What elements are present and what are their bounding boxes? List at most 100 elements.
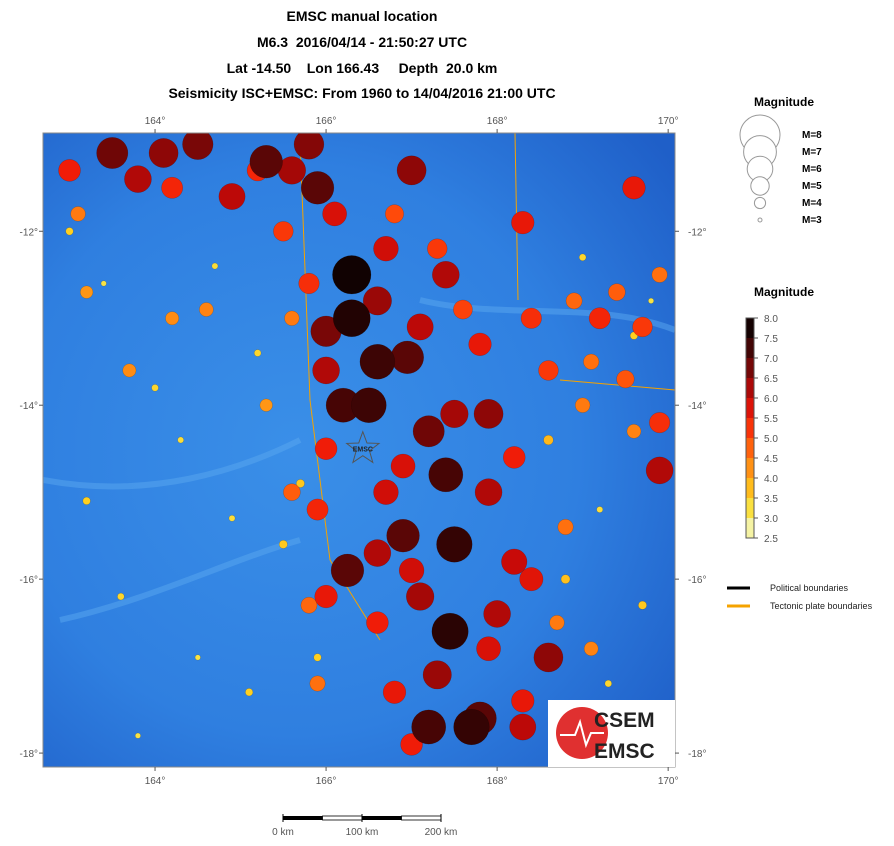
event — [100, 280, 107, 287]
event — [608, 283, 626, 301]
location-line: Lat -14.50 Lon 166.43 Depth 20.0 km — [227, 60, 498, 76]
event — [386, 519, 420, 553]
color-tick-label: 4.0 — [764, 474, 778, 485]
event — [278, 539, 288, 549]
event — [427, 238, 448, 259]
color-tick-label: 5.5 — [764, 414, 778, 425]
event — [300, 171, 335, 205]
lon-label-bottom: 164° — [145, 776, 166, 787]
event — [432, 260, 460, 289]
event — [322, 201, 347, 227]
event — [390, 453, 416, 479]
event — [245, 688, 254, 697]
event — [411, 709, 447, 745]
lon-label-bottom: 168° — [487, 776, 508, 787]
logo-top: CSEM — [594, 709, 655, 732]
boundary-legend: Political boundaries Tectonic plate bound… — [727, 583, 873, 611]
event — [651, 266, 668, 283]
lat-label-left: -18° — [20, 749, 38, 760]
color-tick-label: 8.0 — [764, 314, 778, 325]
scale-label: 200 km — [425, 827, 458, 838]
size-label: M=3 — [802, 215, 822, 226]
event — [622, 176, 646, 200]
scale-label: 100 km — [346, 827, 379, 838]
event — [645, 456, 674, 485]
color-band — [746, 518, 754, 538]
color-band — [746, 478, 754, 498]
frame-ticks: 164° 164° 166° 166° 168° 168° 170° 170° -12° -12°… — [20, 116, 707, 787]
boundary-label: Tectonic plate boundaries — [770, 601, 873, 611]
event — [194, 654, 201, 661]
event — [211, 262, 219, 270]
event — [560, 574, 571, 584]
event — [362, 286, 392, 316]
event — [70, 206, 86, 222]
color-band — [746, 438, 754, 458]
scale-seg — [362, 816, 402, 820]
events: EMSC — [58, 133, 674, 756]
scale-label: 0 km — [272, 827, 294, 838]
event — [453, 299, 473, 320]
event — [632, 316, 653, 338]
lat-label-right: -18° — [688, 749, 706, 760]
size-sample — [750, 176, 770, 196]
event — [588, 307, 611, 330]
color-tick-label: 2.5 — [764, 534, 778, 545]
lat-label-left: -16° — [20, 575, 38, 586]
event — [596, 506, 604, 513]
event — [436, 526, 473, 563]
event — [314, 584, 338, 609]
logo: CSEM EMSC — [548, 700, 675, 767]
map-frame — [42, 132, 676, 768]
event — [565, 292, 583, 310]
event — [117, 592, 125, 601]
color-legend: 8.0 7.5 7.0 6.5 6.0 5.5 5.0 4.5 4.0 3.5 3.0 2.5 — [745, 314, 778, 545]
color-tick-label: 5.0 — [764, 434, 778, 445]
event — [253, 349, 262, 357]
event — [312, 356, 340, 385]
size-label: M=7 — [802, 147, 822, 158]
lat-label-right: -12° — [688, 227, 706, 238]
event — [148, 138, 179, 168]
event — [314, 437, 338, 460]
color-band — [746, 338, 754, 358]
event — [511, 689, 535, 713]
event — [283, 483, 301, 501]
scale-seg — [401, 815, 442, 821]
event — [122, 363, 137, 378]
epicenter — [345, 430, 381, 464]
event — [583, 353, 600, 370]
color-tick-label: 6.5 — [764, 374, 778, 385]
logo-bottom: EMSC — [594, 740, 655, 763]
event — [284, 310, 300, 326]
event — [428, 457, 464, 493]
lat-label-left: -12° — [20, 227, 38, 238]
scale-seg — [322, 815, 363, 821]
size-label: M=8 — [802, 130, 822, 141]
event — [359, 343, 396, 380]
event — [476, 636, 501, 662]
event — [390, 340, 424, 375]
event — [557, 518, 574, 535]
event — [330, 553, 365, 588]
event — [511, 210, 535, 235]
event — [474, 478, 503, 506]
event — [520, 307, 542, 329]
event — [626, 424, 642, 439]
event — [58, 159, 81, 182]
event — [406, 582, 435, 611]
event — [382, 680, 407, 704]
event — [649, 412, 671, 434]
event — [519, 567, 544, 592]
event — [406, 313, 434, 341]
event — [549, 614, 565, 631]
event — [502, 446, 526, 469]
event — [82, 496, 91, 505]
lon-label-top: 166° — [316, 116, 337, 127]
event — [96, 137, 129, 169]
event — [616, 370, 635, 389]
event — [366, 611, 389, 634]
event — [412, 415, 445, 448]
logo-wave — [560, 718, 604, 749]
